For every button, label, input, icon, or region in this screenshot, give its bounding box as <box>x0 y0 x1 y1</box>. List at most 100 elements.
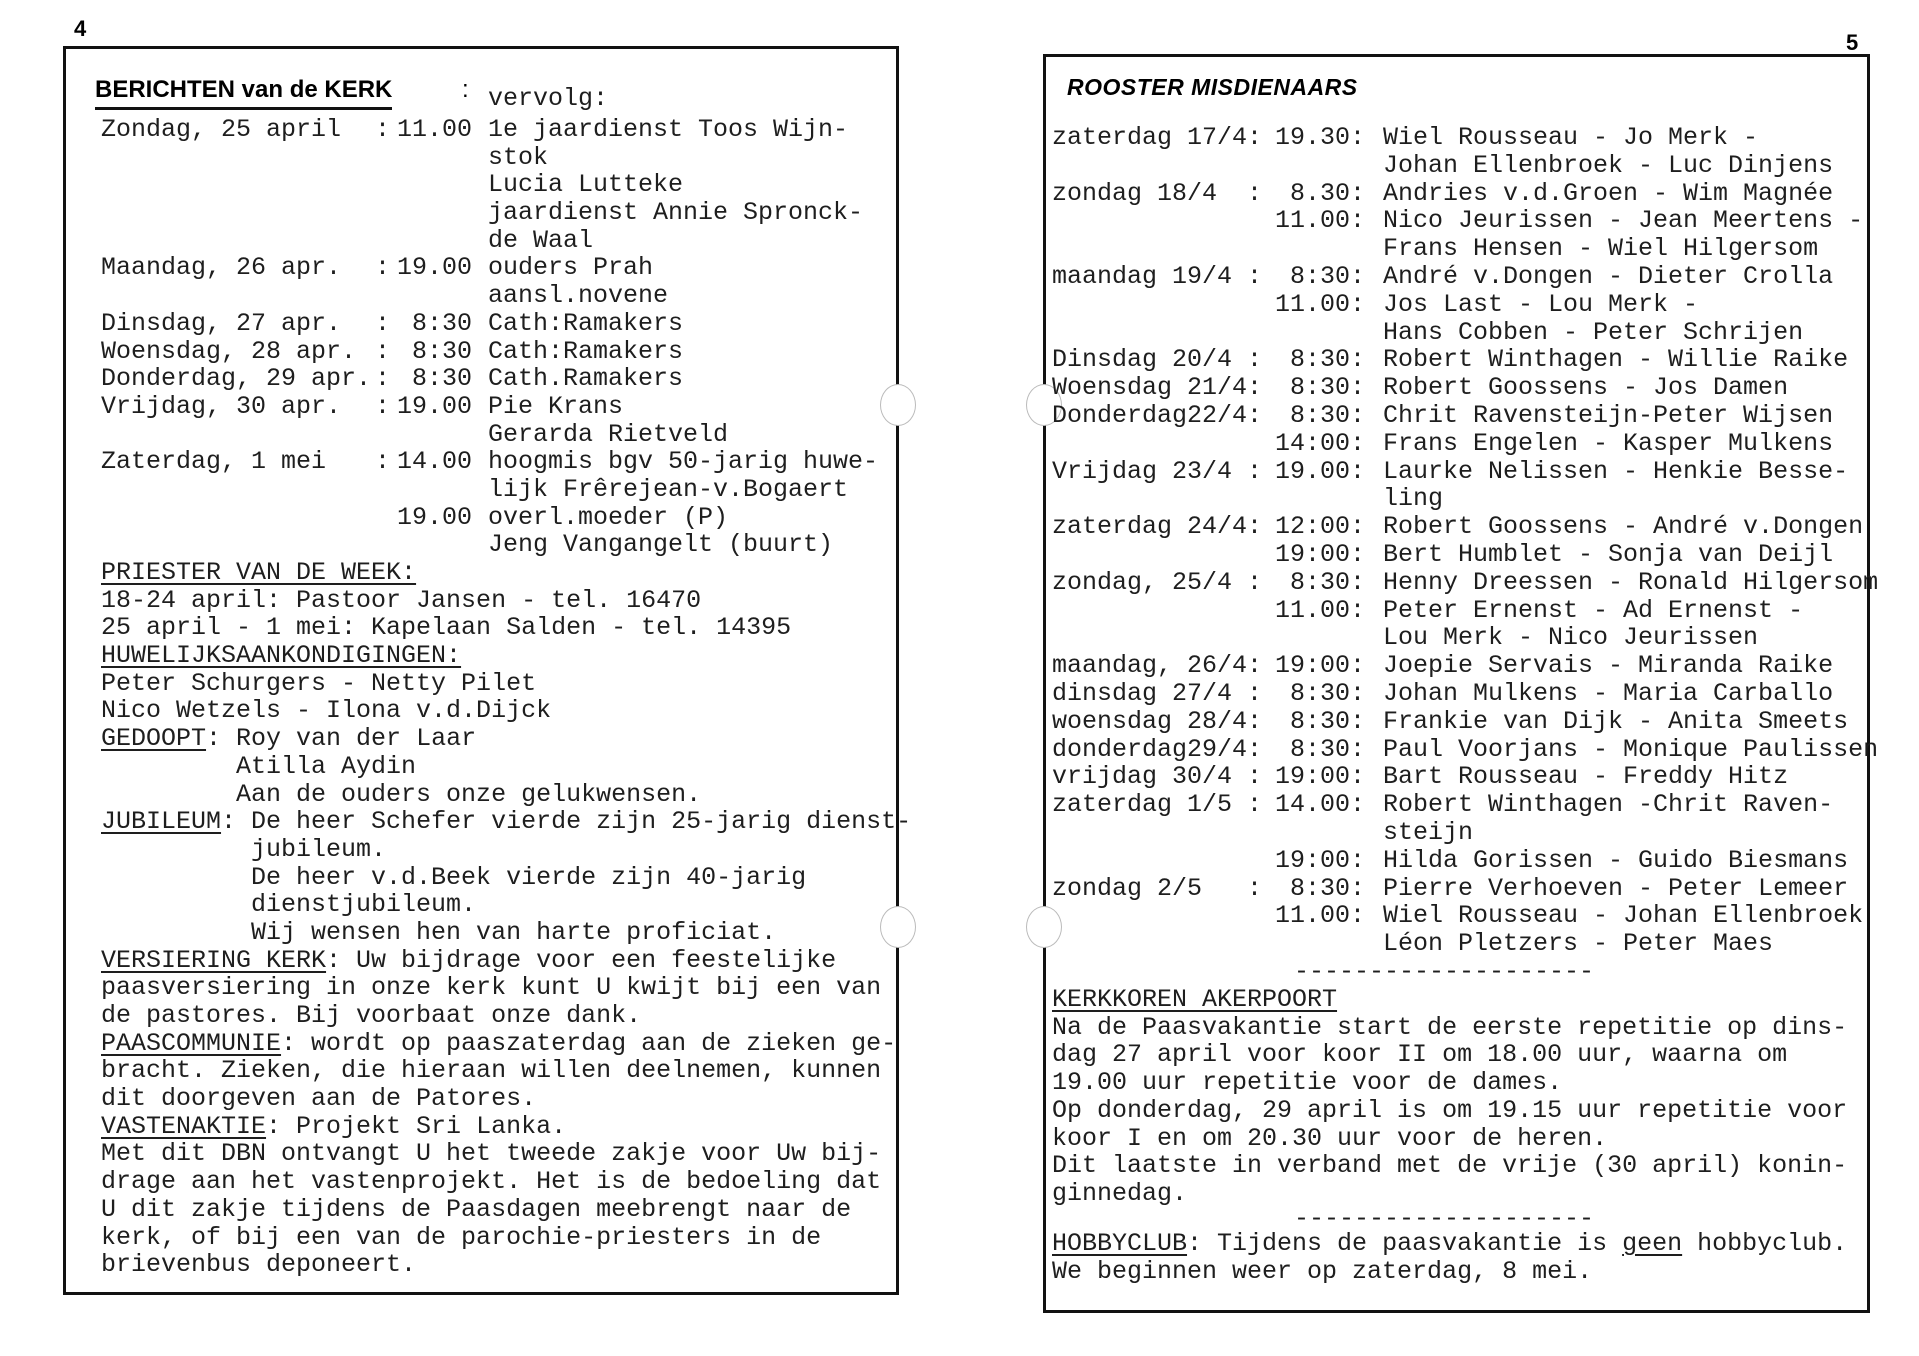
schedule-text: jaardienst Annie Spronck- <box>488 198 864 228</box>
roster-time: 14.00: <box>1274 790 1365 820</box>
roster-day: dinsdag 27/4 : <box>1052 678 1263 708</box>
text-segment: : Roy van der Laar <box>206 724 477 754</box>
schedule-row: aansl.novene <box>101 282 891 310</box>
schedule-time: 11.00 <box>396 115 472 144</box>
text-line: 18-24 april: Pastoor Jansen - tel. 16470 <box>101 586 891 615</box>
roster-row: Vrijdag 23/4 : 19.00: Laurke Nelissen - He… <box>1052 457 1867 486</box>
roster-row: zondag 2/5 : 8:30: Pierre Verhoeven - Pete… <box>1052 873 1867 903</box>
roster-row: Léon Pletzers - Peter Maes <box>1052 930 1867 958</box>
schedule-text: aansl.novene <box>488 281 669 311</box>
punch-hole <box>1026 906 1062 948</box>
roster-day: Woensdag 21/4: <box>1052 373 1263 403</box>
text-line: kerk, of bij een van de parochie-prieste… <box>101 1222 891 1252</box>
schedule-text: lijk Frêrejean-v.Bogaert <box>488 474 849 504</box>
roster-names: Léon Pletzers - Peter Maes <box>1383 929 1774 959</box>
schedule-text: Cath:Ramakers <box>488 336 684 366</box>
roster-names: Andries v.d.Groen - Wim Magnée <box>1383 178 1834 208</box>
schedule-text: Pie Krans <box>488 391 624 421</box>
roster-row: Johan Ellenbroek - Luc Dinjens <box>1052 150 1867 180</box>
schedule-day: Vrijdag, 30 apr. <box>101 391 342 421</box>
schedule-row: Lucia Lutteke <box>101 171 891 199</box>
text-line: Wij wensen hen van harte proficiat. <box>101 919 891 947</box>
section-label: HUWELIJKSAANKONDIGINGEN: <box>101 641 462 671</box>
page-number-right: 5 <box>1846 30 1859 55</box>
roster-row: 14:00: Frans Engelen - Kasper Mulkens <box>1052 428 1867 458</box>
continued-label: vervolg: <box>488 84 609 113</box>
right-content: zaterdag 17/4: 19.30: Wiel Rousseau - Jo M… <box>1052 124 1878 1286</box>
roster-row: 19:00: Bert Humblet - Sonja van Deijl <box>1052 541 1867 569</box>
text-line: VERSIERING KERK: Uw bijdrage voor een fe… <box>101 946 891 975</box>
text-segment: : Tijdens de paasvakantie is <box>1187 1229 1623 1259</box>
roster-names: André v.Dongen - Dieter Crolla <box>1383 261 1834 291</box>
roster-names: Nico Jeurissen - Jean Meertens - <box>1383 206 1864 236</box>
left-content: Zondag, 25 april:11.00 1e jaardienst Toos… <box>101 115 911 1279</box>
schedule-day: Maandag, 26 apr. <box>101 253 342 283</box>
roster-day: zondag, 25/4 : <box>1052 567 1263 597</box>
roster-row: zaterdag 17/4: 19.30: Wiel Rousseau - Jo M… <box>1052 124 1867 152</box>
text-line: brievenbus deponeert. <box>101 1251 891 1279</box>
roster-names: Bert Humblet - Sonja van Deijl <box>1383 539 1834 569</box>
roster-row: maandag 19/4 : 8:30: André v.Dongen - Diet… <box>1052 263 1867 291</box>
schedule-time: 8:30 <box>411 336 472 366</box>
roster-time: 19.30: <box>1274 123 1365 152</box>
roster-names: Wiel Rousseau - Johan Ellenbroek <box>1383 901 1864 931</box>
text-line: dit doorgeven aan de Patores. <box>101 1085 891 1113</box>
text-line: Met dit DBN ontvangt U het tweede zakje … <box>101 1140 891 1168</box>
text-line: 25 april - 1 mei: Kapelaan Salden - tel.… <box>101 614 891 642</box>
text-line: GEDOOPT: Roy van der Laar <box>101 725 891 753</box>
roster-time: 11.00: <box>1274 289 1365 319</box>
text-segment: drage aan het vastenprojekt. Het is de b… <box>101 1167 882 1197</box>
text-segment: Op donderdag, 29 april is om 19.15 uur r… <box>1052 1095 1848 1125</box>
schedule-row: 19.00 overl.moeder (P) <box>101 502 891 532</box>
roster-names: Hilda Gorissen - Guido Biesmans <box>1383 845 1849 875</box>
text-segment: Na de Paasvakantie start de eerste repet… <box>1052 1012 1848 1042</box>
roster-time: 19:00: <box>1274 651 1365 681</box>
schedule-row: jaardienst Annie Spronck- <box>101 199 891 227</box>
schedule-day: Donderdag, 29 apr. <box>101 364 372 394</box>
roster-day: zaterdag 17/4: <box>1052 123 1263 152</box>
roster-day: Donderdag22/4: <box>1052 400 1263 430</box>
schedule-day: Zaterdag, 1 mei <box>101 447 327 477</box>
roster-row: 19:00: Hilda Gorissen - Guido Biesmans <box>1052 845 1867 875</box>
text-segment: kerk, of bij een van de parochie-prieste… <box>101 1222 822 1252</box>
text-line: Dit laatste in verband met de vrije (30 … <box>1052 1152 1867 1180</box>
schedule-text: hoogmis bgv 50-jarig huwe- <box>488 447 879 477</box>
text-segment: hobbyclub. <box>1682 1229 1848 1259</box>
roster-time: 8:30: <box>1289 345 1365 375</box>
punch-hole <box>880 384 916 426</box>
schedule-colon: : <box>375 115 391 144</box>
text-line: Op donderdag, 29 april is om 19.15 uur r… <box>1052 1095 1867 1125</box>
text-segment: Met dit DBN ontvangt U het tweede zakje … <box>101 1139 882 1169</box>
schedule-row: lijk Frêrejean-v.Bogaert <box>101 476 891 504</box>
roster-time: 14:00: <box>1274 428 1365 458</box>
section-label: PAASCOMMUNIE <box>101 1028 282 1058</box>
text-segment: Nico Wetzels - Ilona v.d.Dijck <box>101 696 552 726</box>
text-line: Aan de ouders onze gelukwensen. <box>101 779 891 809</box>
text-line: HUWELIJKSAANKONDIGINGEN: <box>101 642 891 670</box>
text-line: ginnedag. <box>1052 1180 1867 1208</box>
roster-row: maandag, 26/4: 19:00: Joepie Servais - Mir… <box>1052 652 1867 680</box>
section-label: JUBILEUM <box>101 807 222 837</box>
text-segment: Aan de ouders onze gelukwensen. <box>101 779 702 809</box>
roster-time: 19:00: <box>1274 539 1365 569</box>
schedule-row: Gerarda Rietveld <box>101 420 891 449</box>
schedule-colon: : <box>375 253 391 283</box>
roster-names: Wiel Rousseau - Jo Merk - <box>1383 123 1759 152</box>
section-label: VASTENAKTIE <box>101 1111 267 1141</box>
roster-names: Johan Ellenbroek - Luc Dinjens <box>1383 150 1834 180</box>
roster-row: Frans Hensen - Wiel Hilgersom <box>1052 235 1867 263</box>
roster-row: Dinsdag 20/4 : 8:30: Robert Winthagen - Wi… <box>1052 346 1867 374</box>
roster-row: Woensdag 21/4: 8:30: Robert Goossens - Jos… <box>1052 374 1867 402</box>
roster-day: zondag 2/5 : <box>1052 873 1263 903</box>
left-page-frame <box>63 46 899 1295</box>
schedule-time: 19.00 <box>396 502 472 532</box>
text-line: Nico Wetzels - Ilona v.d.Dijck <box>101 697 891 725</box>
roster-row: woensdag 28/4: 8:30: Frankie van Dijk - An… <box>1052 707 1867 736</box>
roster-names: Frans Hensen - Wiel Hilgersom <box>1383 234 1819 264</box>
roster-day: Dinsdag 20/4 : <box>1052 345 1263 375</box>
roster-names: Robert Goossens - Jos Damen <box>1383 373 1789 403</box>
text-segment: dienstjubileum. <box>101 890 477 920</box>
roster-row: zondag 18/4 : 8.30: Andries v.d.Groen - Wi… <box>1052 178 1867 208</box>
schedule-row: Zaterdag, 1 mei:14.00 hoogmis bgv 50-jari… <box>101 448 891 476</box>
schedule-text: stok <box>488 142 549 172</box>
